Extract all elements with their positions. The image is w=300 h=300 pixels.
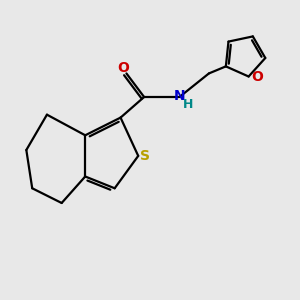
Text: O: O — [118, 61, 129, 75]
Text: N: N — [174, 88, 185, 103]
Text: S: S — [140, 149, 150, 163]
Text: O: O — [251, 70, 263, 83]
Text: H: H — [182, 98, 193, 111]
